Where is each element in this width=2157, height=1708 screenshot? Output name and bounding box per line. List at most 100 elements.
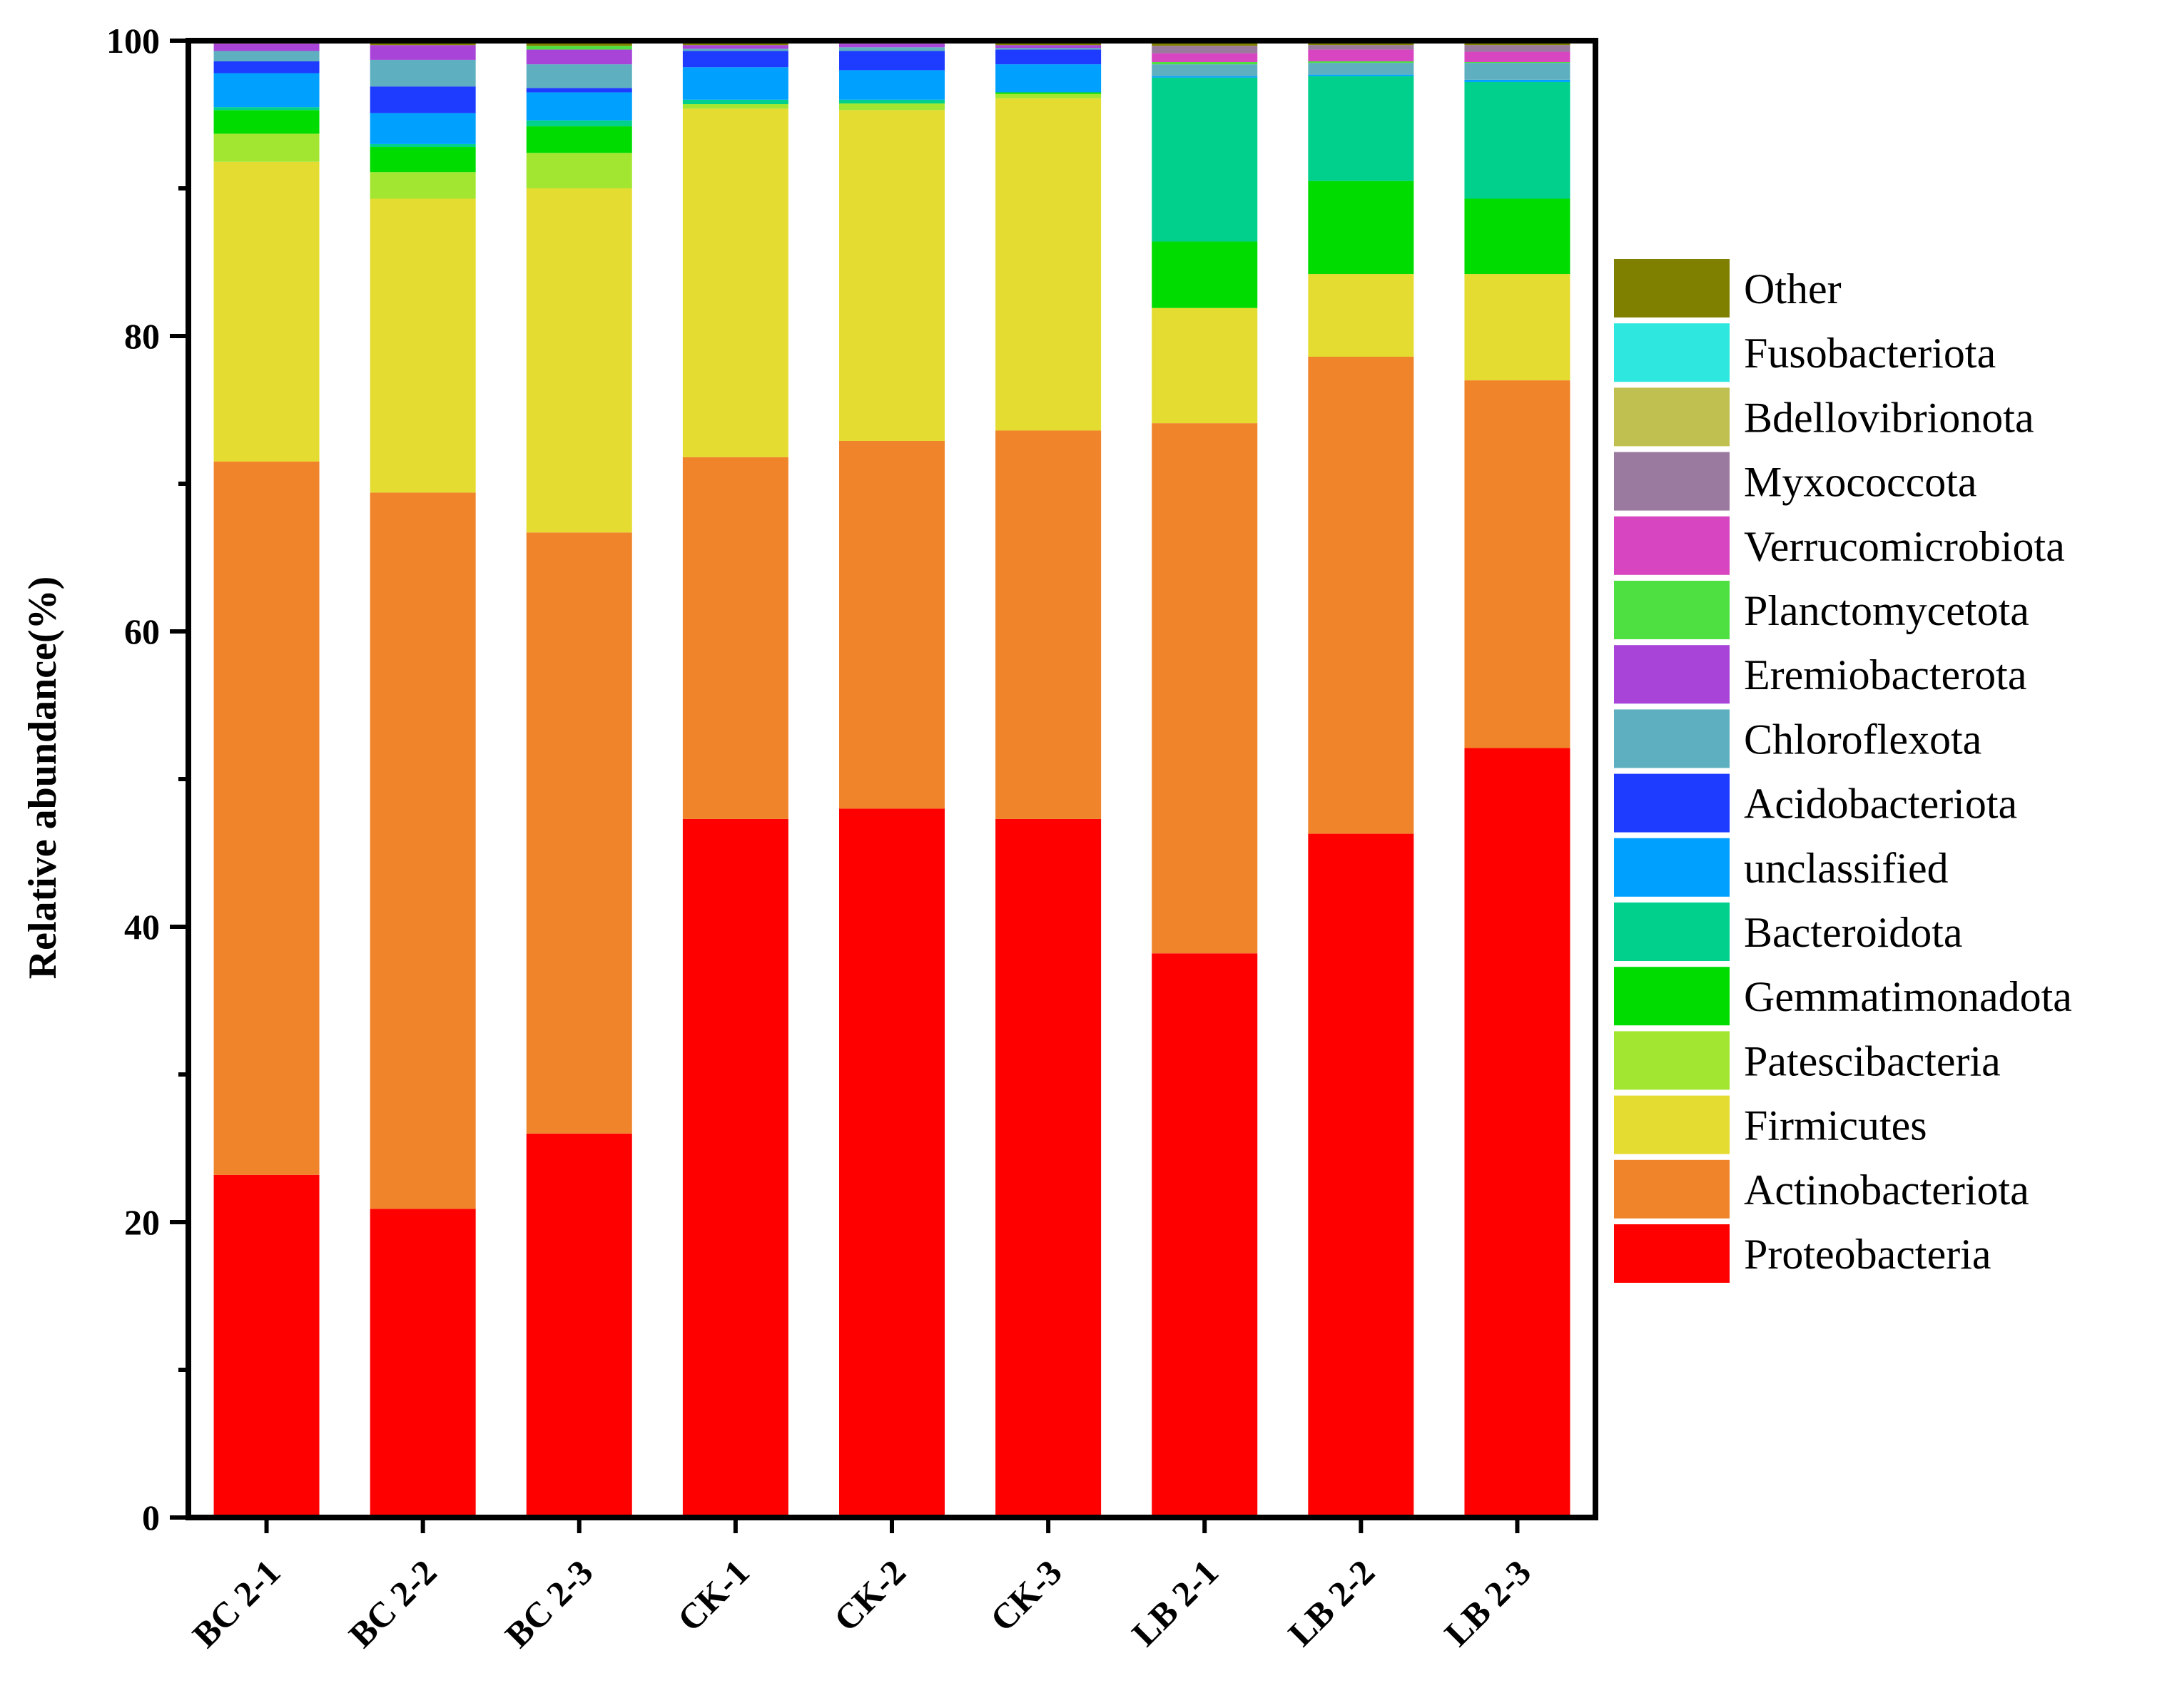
legend-swatch — [1614, 709, 1730, 768]
legend-label: Proteobacteria — [1744, 1231, 1991, 1278]
bar-segment — [1464, 81, 1570, 199]
bar-segment — [526, 126, 632, 153]
bar-segment — [1308, 45, 1414, 50]
legend-label: Patescibacteria — [1744, 1037, 2001, 1084]
legend-item: Fusobacteriota — [1614, 323, 1996, 382]
legend-swatch — [1614, 259, 1730, 317]
bar-segment — [526, 532, 632, 1134]
legend-item: Myxococcota — [1614, 452, 1977, 511]
bar-segment — [839, 44, 945, 48]
legend-item: Gemmatimonadota — [1614, 967, 2072, 1026]
bar-segment — [839, 99, 945, 103]
bar-segment — [1308, 63, 1414, 75]
bar-segment — [1152, 76, 1258, 78]
legend-label: Fusobacteriota — [1744, 330, 1996, 377]
legend-item: unclassified — [1614, 838, 1949, 897]
legend-item: Verrucomicrobiota — [1614, 516, 2065, 575]
legend-label: Firmicutes — [1744, 1102, 1927, 1149]
bar-segment — [526, 64, 632, 88]
x-tick-label: CK-2 — [826, 1552, 913, 1639]
bar-segment — [682, 67, 788, 100]
legend-swatch — [1614, 1159, 1730, 1219]
bar-segment — [682, 104, 788, 109]
x-tick-label: BC 2-1 — [185, 1552, 288, 1655]
legend-item: Bacteroidota — [1614, 903, 1963, 961]
bar-segment — [370, 147, 476, 173]
bar-segment — [370, 143, 476, 148]
bar-stack-5 — [995, 41, 1102, 1518]
bar-segment — [370, 113, 476, 144]
legend-item: Patescibacteria — [1614, 1031, 2001, 1090]
bar-segment — [839, 51, 945, 71]
legend-swatch — [1614, 1224, 1730, 1283]
bar-segment — [370, 172, 476, 199]
legend-swatch — [1614, 903, 1730, 961]
bar-segment — [213, 73, 320, 108]
y-tick-label: 0 — [142, 1498, 160, 1537]
legend-label: Planctomycetota — [1744, 587, 2029, 634]
bar-stack-3 — [682, 41, 788, 1518]
legend-swatch — [1614, 581, 1730, 639]
bar-segment — [995, 430, 1102, 819]
x-tick-label: BC 2-2 — [341, 1552, 445, 1655]
legend-item: Firmicutes — [1614, 1095, 1927, 1154]
bar-segment — [526, 188, 632, 533]
bar-segment — [213, 461, 320, 1175]
bar-segment — [1464, 274, 1570, 381]
bar-segment — [995, 818, 1102, 1518]
bar-segment — [1308, 74, 1414, 76]
bar-segment — [1464, 51, 1570, 63]
bar-segment — [1464, 380, 1570, 748]
bar-segment — [526, 1133, 632, 1518]
bar-stack-8 — [1464, 39, 1570, 1518]
legend-item: Planctomycetota — [1614, 581, 2029, 639]
legend-swatch — [1614, 387, 1730, 447]
bar-segment — [213, 133, 320, 162]
bar-segment — [1308, 181, 1414, 275]
legend-label: Eremiobacterota — [1744, 651, 2026, 698]
bar-segment — [1308, 42, 1414, 46]
y-tick-label: 40 — [124, 907, 160, 947]
y-tick-label: 100 — [106, 21, 160, 61]
bar-stack-0 — [213, 41, 320, 1518]
bar-stack-1 — [370, 41, 476, 1518]
legend-item: Eremiobacterota — [1614, 645, 2026, 704]
legend-item: Bdellovibrionota — [1614, 387, 2034, 447]
bar-segment — [526, 92, 632, 121]
legend-label: Other — [1744, 265, 1842, 312]
legend-label: Bdellovibrionota — [1744, 394, 2034, 441]
bar-segment — [839, 110, 945, 441]
bar-segment — [995, 48, 1102, 50]
bar-segment — [1152, 307, 1258, 424]
bar-segment — [1464, 198, 1570, 275]
bar-segment — [1464, 79, 1570, 82]
legend-swatch — [1614, 452, 1730, 511]
bar-segment — [1464, 45, 1570, 52]
legend-swatch — [1614, 1031, 1730, 1090]
legend-item: Actinobacteriota — [1614, 1159, 2029, 1219]
legend-label: Myxococcota — [1744, 459, 1977, 506]
bar-segment — [995, 93, 1102, 98]
legend-swatch — [1614, 1095, 1730, 1154]
bar-segment — [1308, 49, 1414, 61]
bar-segment — [1152, 64, 1258, 76]
bar-segment — [526, 120, 632, 127]
bar-segment — [682, 108, 788, 457]
bar-segment — [1308, 76, 1414, 181]
bar-segment — [1308, 356, 1414, 834]
legend-swatch — [1614, 967, 1730, 1026]
bar-segment — [839, 808, 945, 1518]
bar-segment — [370, 1209, 476, 1518]
bar-segment — [1152, 241, 1258, 308]
x-tick-label: CK-3 — [983, 1552, 1070, 1639]
bar-stack-7 — [1308, 42, 1414, 1518]
bar-segment — [213, 61, 320, 73]
legend-item: Chloroflexota — [1614, 709, 1981, 768]
bar-segment — [1308, 274, 1414, 357]
legend-item: Proteobacteria — [1614, 1224, 1991, 1283]
bars-group — [213, 39, 1570, 1518]
bar-segment — [213, 107, 320, 111]
bar-segment — [1152, 62, 1258, 65]
bar-segment — [839, 70, 945, 100]
